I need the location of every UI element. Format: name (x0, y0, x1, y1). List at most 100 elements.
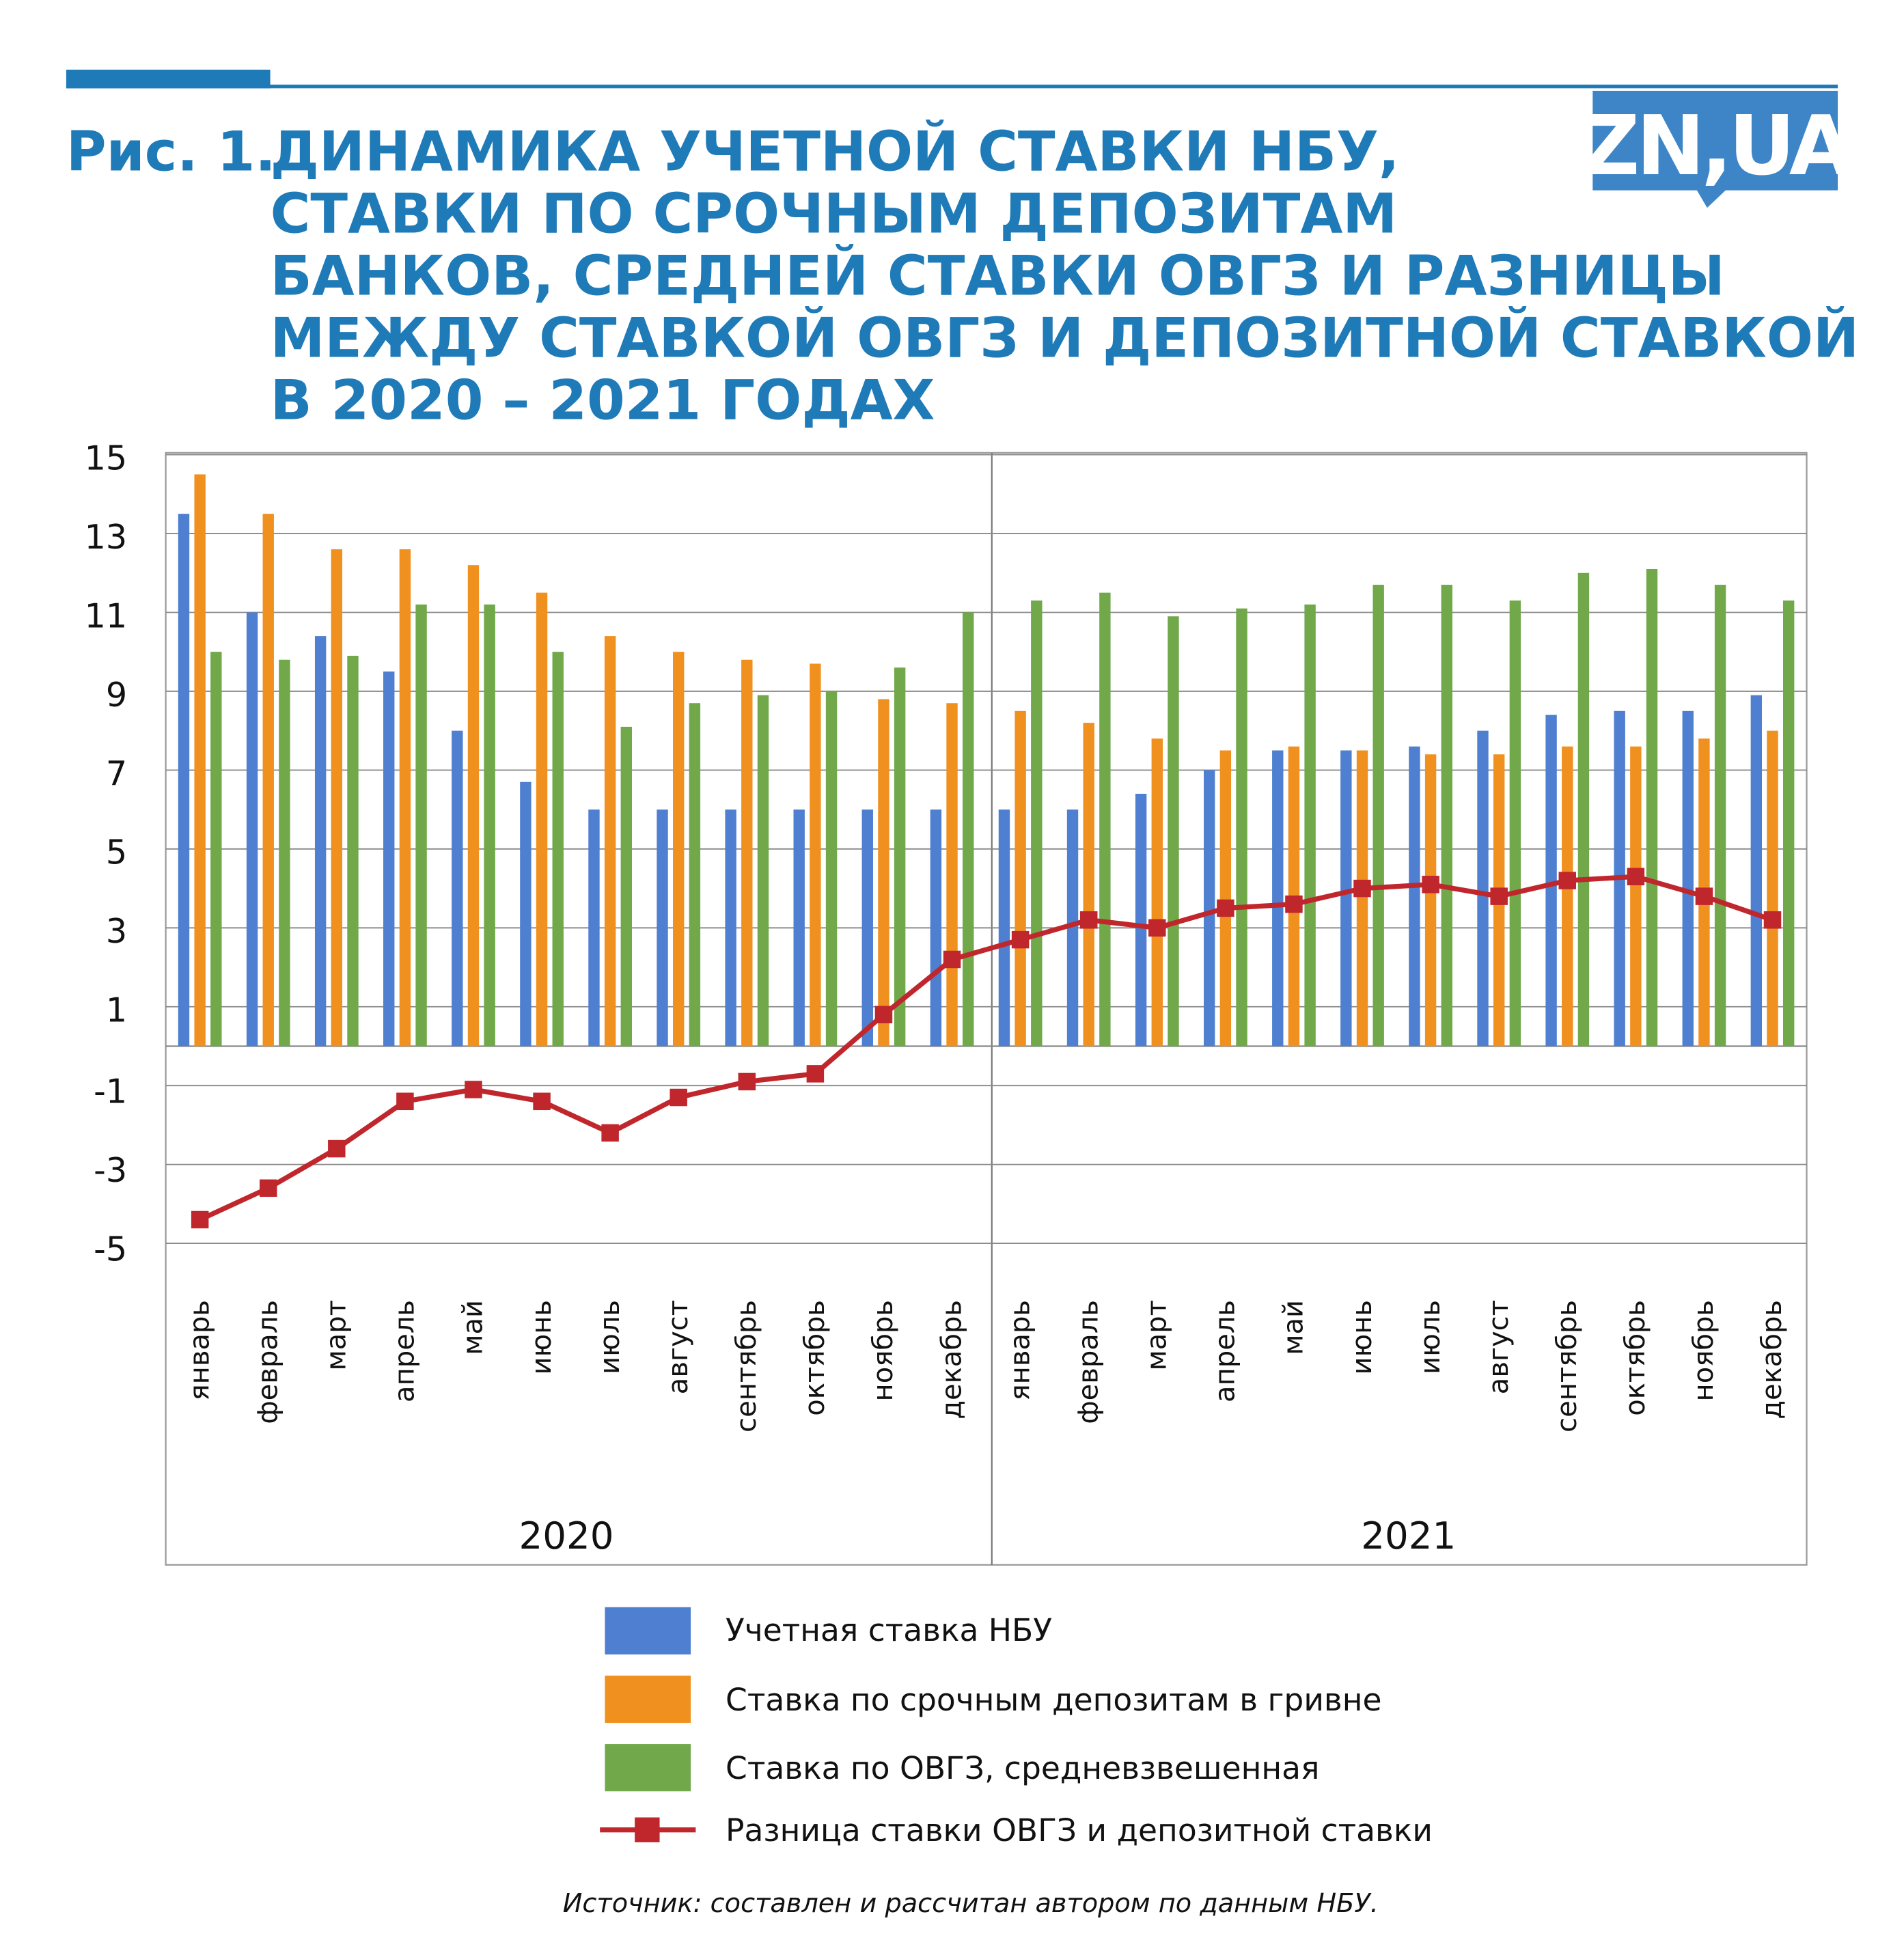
logo: ZN,UA (1580, 90, 1856, 208)
x-tick-label: февраль (1073, 1300, 1104, 1424)
x-tick-label: декабрь (936, 1300, 967, 1419)
bar-ovgz (1099, 592, 1111, 1047)
y-tick-label: -1 (94, 1072, 127, 1111)
x-tick-label: июль (1415, 1300, 1446, 1374)
bar-deposit (604, 636, 616, 1047)
marker-diff (1217, 899, 1234, 917)
bar-ovgz (484, 604, 495, 1047)
bar-ovgz (1782, 600, 1795, 1047)
y-tick-label: 7 (106, 753, 127, 793)
logo-text: ZN,UA (1580, 98, 1852, 194)
x-tick-label: март (321, 1300, 353, 1371)
bar-nbu (588, 809, 600, 1047)
legend-label-nbu: Учетная ставка НБУ (726, 1612, 1052, 1648)
marker-diff (1285, 895, 1303, 913)
title-line: СТАВКИ ПО СРОЧНЫМ ДЕПОЗИТАМ (271, 182, 1397, 246)
bar-ovgz (825, 691, 838, 1047)
marker-diff (1422, 876, 1439, 894)
bar-nbu (725, 809, 736, 1047)
plot-frame (165, 452, 1808, 1566)
bar-deposit (1151, 738, 1163, 1047)
bar-ovgz (1646, 568, 1658, 1047)
marker-diff (874, 1006, 893, 1024)
bar-deposit (1356, 750, 1368, 1047)
y-tick-label: 1 (106, 991, 127, 1030)
x-tick-label: февраль (252, 1300, 284, 1424)
bar-deposit (1219, 750, 1232, 1047)
marker-diff (1558, 872, 1577, 889)
bar-nbu (998, 809, 1010, 1047)
title-line: ДИНАМИКА УЧЕТНОЙ СТАВКИ НБУ, (271, 119, 1400, 183)
bar-ovgz (1509, 600, 1521, 1047)
legend-swatch-deposit (605, 1675, 691, 1723)
bar-nbu (178, 514, 190, 1047)
legend-swatch-nbu (605, 1607, 691, 1654)
bar-nbu (1545, 715, 1557, 1047)
y-tick-label: 13 (85, 517, 128, 557)
marker-diff (1148, 919, 1166, 937)
bar-ovgz (415, 604, 427, 1047)
x-tick-label: январь (1004, 1300, 1036, 1400)
marker-diff (533, 1092, 551, 1111)
bar-deposit (1083, 723, 1094, 1047)
x-tick-label: октябрь (799, 1300, 831, 1416)
bar-nbu (657, 809, 668, 1047)
x-tick-label: январь (184, 1300, 215, 1400)
bar-nbu (930, 809, 942, 1047)
bar-deposit (1562, 746, 1573, 1047)
bar-deposit (946, 703, 958, 1047)
bar-nbu (383, 671, 395, 1047)
bar-ovgz (894, 667, 906, 1047)
bar-nbu (1750, 695, 1763, 1047)
y-tick-label: -5 (94, 1230, 127, 1269)
marker-diff (1627, 868, 1645, 886)
bar-nbu (1135, 794, 1147, 1047)
bar-deposit (673, 652, 685, 1047)
bar-nbu (1340, 750, 1352, 1047)
bar-deposit (331, 549, 343, 1047)
bar-deposit (467, 565, 480, 1047)
y-tick-label: 9 (106, 675, 127, 715)
source-note: Источник: составлен и рассчитан автором … (563, 1889, 1379, 1919)
x-tick-label: август (663, 1300, 694, 1394)
bar-deposit (399, 549, 411, 1047)
y-tick-label: 15 (85, 438, 128, 477)
x-tick-label: декабрь (1756, 1300, 1788, 1419)
marker-diff (1353, 879, 1371, 898)
marker-diff (465, 1081, 482, 1098)
bar-nbu (1066, 809, 1079, 1047)
marker-diff (806, 1065, 825, 1083)
x-tick-label: июнь (1347, 1300, 1378, 1375)
figure-label: Рис. 1. (66, 120, 276, 183)
year-label-2021: 2021 (1361, 1514, 1456, 1557)
marker-diff (1011, 930, 1030, 949)
marker-diff (396, 1092, 414, 1111)
title-line: В 2020 – 2021 ГОДАХ (271, 369, 935, 432)
legend-label-ovgz: Ставка по ОВГЗ, средневзвешенная (726, 1750, 1319, 1786)
bar-ovgz (1168, 616, 1179, 1047)
bar-ovgz (620, 726, 633, 1047)
marker-diff (1490, 887, 1508, 905)
year-label-2020: 2020 (519, 1514, 613, 1557)
x-tick-label: апрель (389, 1300, 421, 1402)
bar-ovgz (1714, 585, 1726, 1047)
bar-deposit (1630, 746, 1642, 1047)
bar-ovgz (963, 612, 974, 1047)
bar-ovgz (1304, 604, 1316, 1047)
x-tick-label: май (458, 1300, 489, 1355)
bar-nbu (520, 781, 532, 1047)
bar-ovgz (689, 703, 701, 1047)
bar-nbu (1477, 730, 1489, 1047)
legend-swatch-ovgz (605, 1744, 691, 1792)
x-tick-label: апрель (1210, 1300, 1241, 1402)
bar-deposit (536, 592, 548, 1047)
bar-nbu (793, 809, 805, 1047)
title-line: МЕЖДУ СТАВКОЙ ОВГЗ И ДЕПОЗИТНОЙ СТАВКОЙ (271, 306, 1859, 370)
y-tick-label: -3 (94, 1150, 127, 1190)
bar-deposit (194, 474, 206, 1047)
bar-nbu (861, 809, 873, 1047)
legend-swatch-diff-marker (635, 1817, 660, 1842)
title-line: БАНКОВ, СРЕДНЕЙ СТАВКИ ОВГЗ И РАЗНИЦЫ (271, 244, 1725, 308)
x-tick-label: май (1278, 1300, 1310, 1355)
